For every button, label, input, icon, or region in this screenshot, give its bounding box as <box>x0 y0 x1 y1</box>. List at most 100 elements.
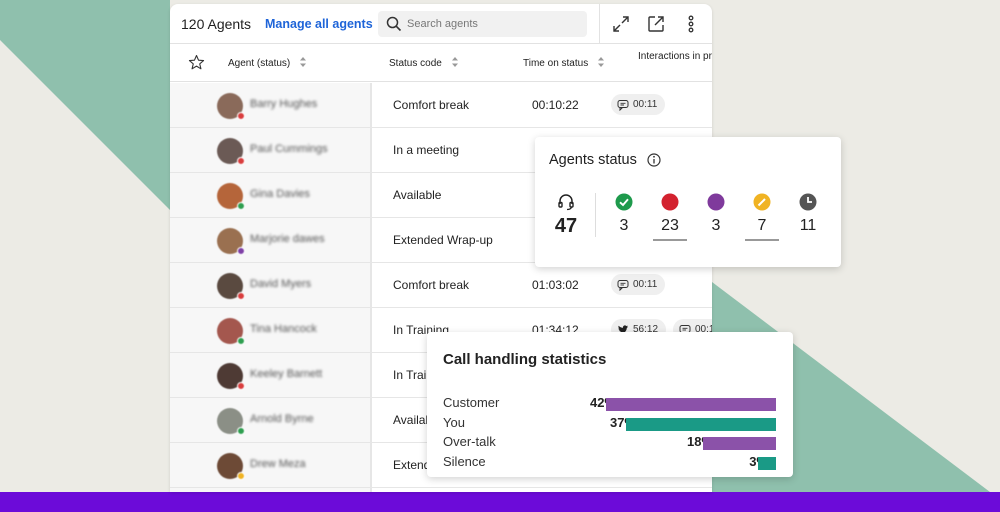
status-divider <box>595 193 596 237</box>
status-code: In Trai <box>393 368 427 382</box>
busy-count: 23 <box>661 217 679 234</box>
agent-name[interactable]: Marjorie dawes <box>250 233 325 245</box>
table-row[interactable]: David Myers Comfort break 01:03:02 00:11 <box>170 263 712 308</box>
status-code: Available <box>393 188 442 202</box>
search-input[interactable] <box>407 18 577 30</box>
info-icon[interactable] <box>647 153 661 167</box>
offline-count: 11 <box>799 217 817 234</box>
call-stat-bar <box>703 437 776 450</box>
away-stat[interactable]: 7 <box>742 193 782 241</box>
away-underline <box>745 239 779 241</box>
presence-indicator <box>237 112 245 120</box>
away-count: 7 <box>757 217 767 234</box>
headset-icon <box>558 194 574 211</box>
interaction-chip[interactable]: 00:11 <box>611 94 666 115</box>
table-row[interactable]: Paul Cummings In a meeting <box>170 128 712 173</box>
status-code: Extended Wrap-up <box>393 233 493 247</box>
col-agent-status[interactable]: Agent (status) <box>228 57 307 69</box>
chat-icon <box>617 99 629 111</box>
avatar <box>217 408 245 435</box>
avatar <box>217 228 245 255</box>
sort-icon <box>300 57 307 67</box>
agent-name[interactable]: Paul Cummings <box>250 143 328 155</box>
avatar <box>217 453 245 480</box>
avatar <box>217 273 245 300</box>
pencil-circle-icon <box>753 193 771 211</box>
call-handling-card: Call handling statistics Customer 42% You 3… <box>427 332 793 477</box>
expand-icon[interactable] <box>611 14 631 34</box>
call-stat-row: Silence3% <box>443 454 783 472</box>
agents-status-title: Agents status <box>549 152 637 168</box>
more-vertical-icon[interactable] <box>681 14 701 34</box>
call-stat-row: Customer 42% <box>443 395 783 413</box>
presence-indicator <box>237 292 245 300</box>
call-stat-row: Over-talk 18% <box>443 434 783 452</box>
time-on-status: 00:10:22 <box>532 98 579 112</box>
agent-name[interactable]: Tina Hancock <box>250 323 317 335</box>
sort-icon <box>598 57 604 67</box>
status-code: In a meeting <box>393 143 460 157</box>
call-stat-row: You 37% <box>443 415 783 433</box>
avatar <box>217 318 245 345</box>
agent-name[interactable]: Arnold Byrne <box>250 413 314 425</box>
table-row[interactable]: Marjorie dawes Extended Wrap-up <box>170 218 712 263</box>
offline-stat[interactable]: 11 <box>788 193 828 235</box>
agent-name[interactable]: Drew Meza <box>250 458 306 470</box>
avatar <box>217 363 245 390</box>
wrapup-stat[interactable]: 3 <box>696 193 736 235</box>
col-interactions[interactable]: Interactions in progress <box>638 51 712 62</box>
call-stat-label: Over-talk <box>443 434 496 449</box>
presence-indicator <box>237 157 245 165</box>
agent-name[interactable]: Gina Davies <box>250 188 310 200</box>
busy-stat[interactable]: 23 <box>650 193 690 241</box>
presence-indicator <box>237 337 245 345</box>
presence-indicator <box>237 472 245 480</box>
twitter-icon <box>618 324 628 333</box>
time-on-status: 01:03:02 <box>532 278 579 292</box>
table-row[interactable]: Drew Meza Extend <box>170 443 712 488</box>
agent-name[interactable]: Barry Hughes <box>250 98 318 110</box>
col-status-code[interactable]: Status code <box>389 57 459 69</box>
avatar <box>217 138 245 165</box>
call-handling-title: Call handling statistics <box>443 351 607 368</box>
agents-status-card: Agents status 47 3 23 3 <box>535 137 841 267</box>
col-time-on-status[interactable]: Time on status <box>523 57 605 69</box>
call-stat-label: You <box>443 414 465 430</box>
status-code: Availal <box>393 413 429 427</box>
presence-indicator <box>237 382 245 390</box>
bottom-band <box>0 492 1000 512</box>
external-link-icon[interactable] <box>646 14 666 34</box>
presence-indicator <box>237 247 245 255</box>
call-stat-bar <box>606 398 776 411</box>
purple-dot-icon <box>707 193 725 211</box>
available-count: 3 <box>619 217 629 234</box>
status-code: Comfort break <box>393 278 470 292</box>
table-header: Agent (status) Status code Time on statu… <box>170 44 712 82</box>
total-agents-stat: 47 <box>546 193 586 238</box>
call-stat-label: Customer <box>443 395 500 410</box>
clock-icon <box>799 193 817 211</box>
interaction-time: 00:11 <box>633 99 658 110</box>
table-row[interactable]: Gina Davies Available <box>170 173 712 218</box>
call-stat-bar <box>758 456 776 470</box>
manage-all-agents-link[interactable]: Manage all agents <box>265 17 373 31</box>
search-icon <box>386 16 402 32</box>
agent-name[interactable]: Keeley Barnett <box>250 368 323 380</box>
agent-count: 120 Agents <box>181 16 252 32</box>
chat-icon <box>617 279 629 291</box>
star-icon[interactable] <box>188 54 205 71</box>
toolbar-divider <box>599 4 600 44</box>
call-stat-label: Silence <box>443 453 486 469</box>
agent-name[interactable]: David Myers <box>250 278 312 290</box>
call-stat-bar <box>626 417 776 431</box>
interaction-chip[interactable]: 00:11 <box>611 274 666 295</box>
table-row[interactable]: Barry Hughes Comfort break 00:10:22 00:11 <box>170 83 712 128</box>
col-agent-status-label: Agent (status) <box>228 58 291 69</box>
avatar <box>217 93 245 120</box>
available-stat[interactable]: 3 <box>604 193 644 235</box>
check-circle-icon <box>615 193 633 211</box>
status-code: Extend <box>393 458 431 472</box>
search-box[interactable] <box>378 11 587 37</box>
presence-indicator <box>237 427 245 435</box>
presence-indicator <box>237 202 245 210</box>
